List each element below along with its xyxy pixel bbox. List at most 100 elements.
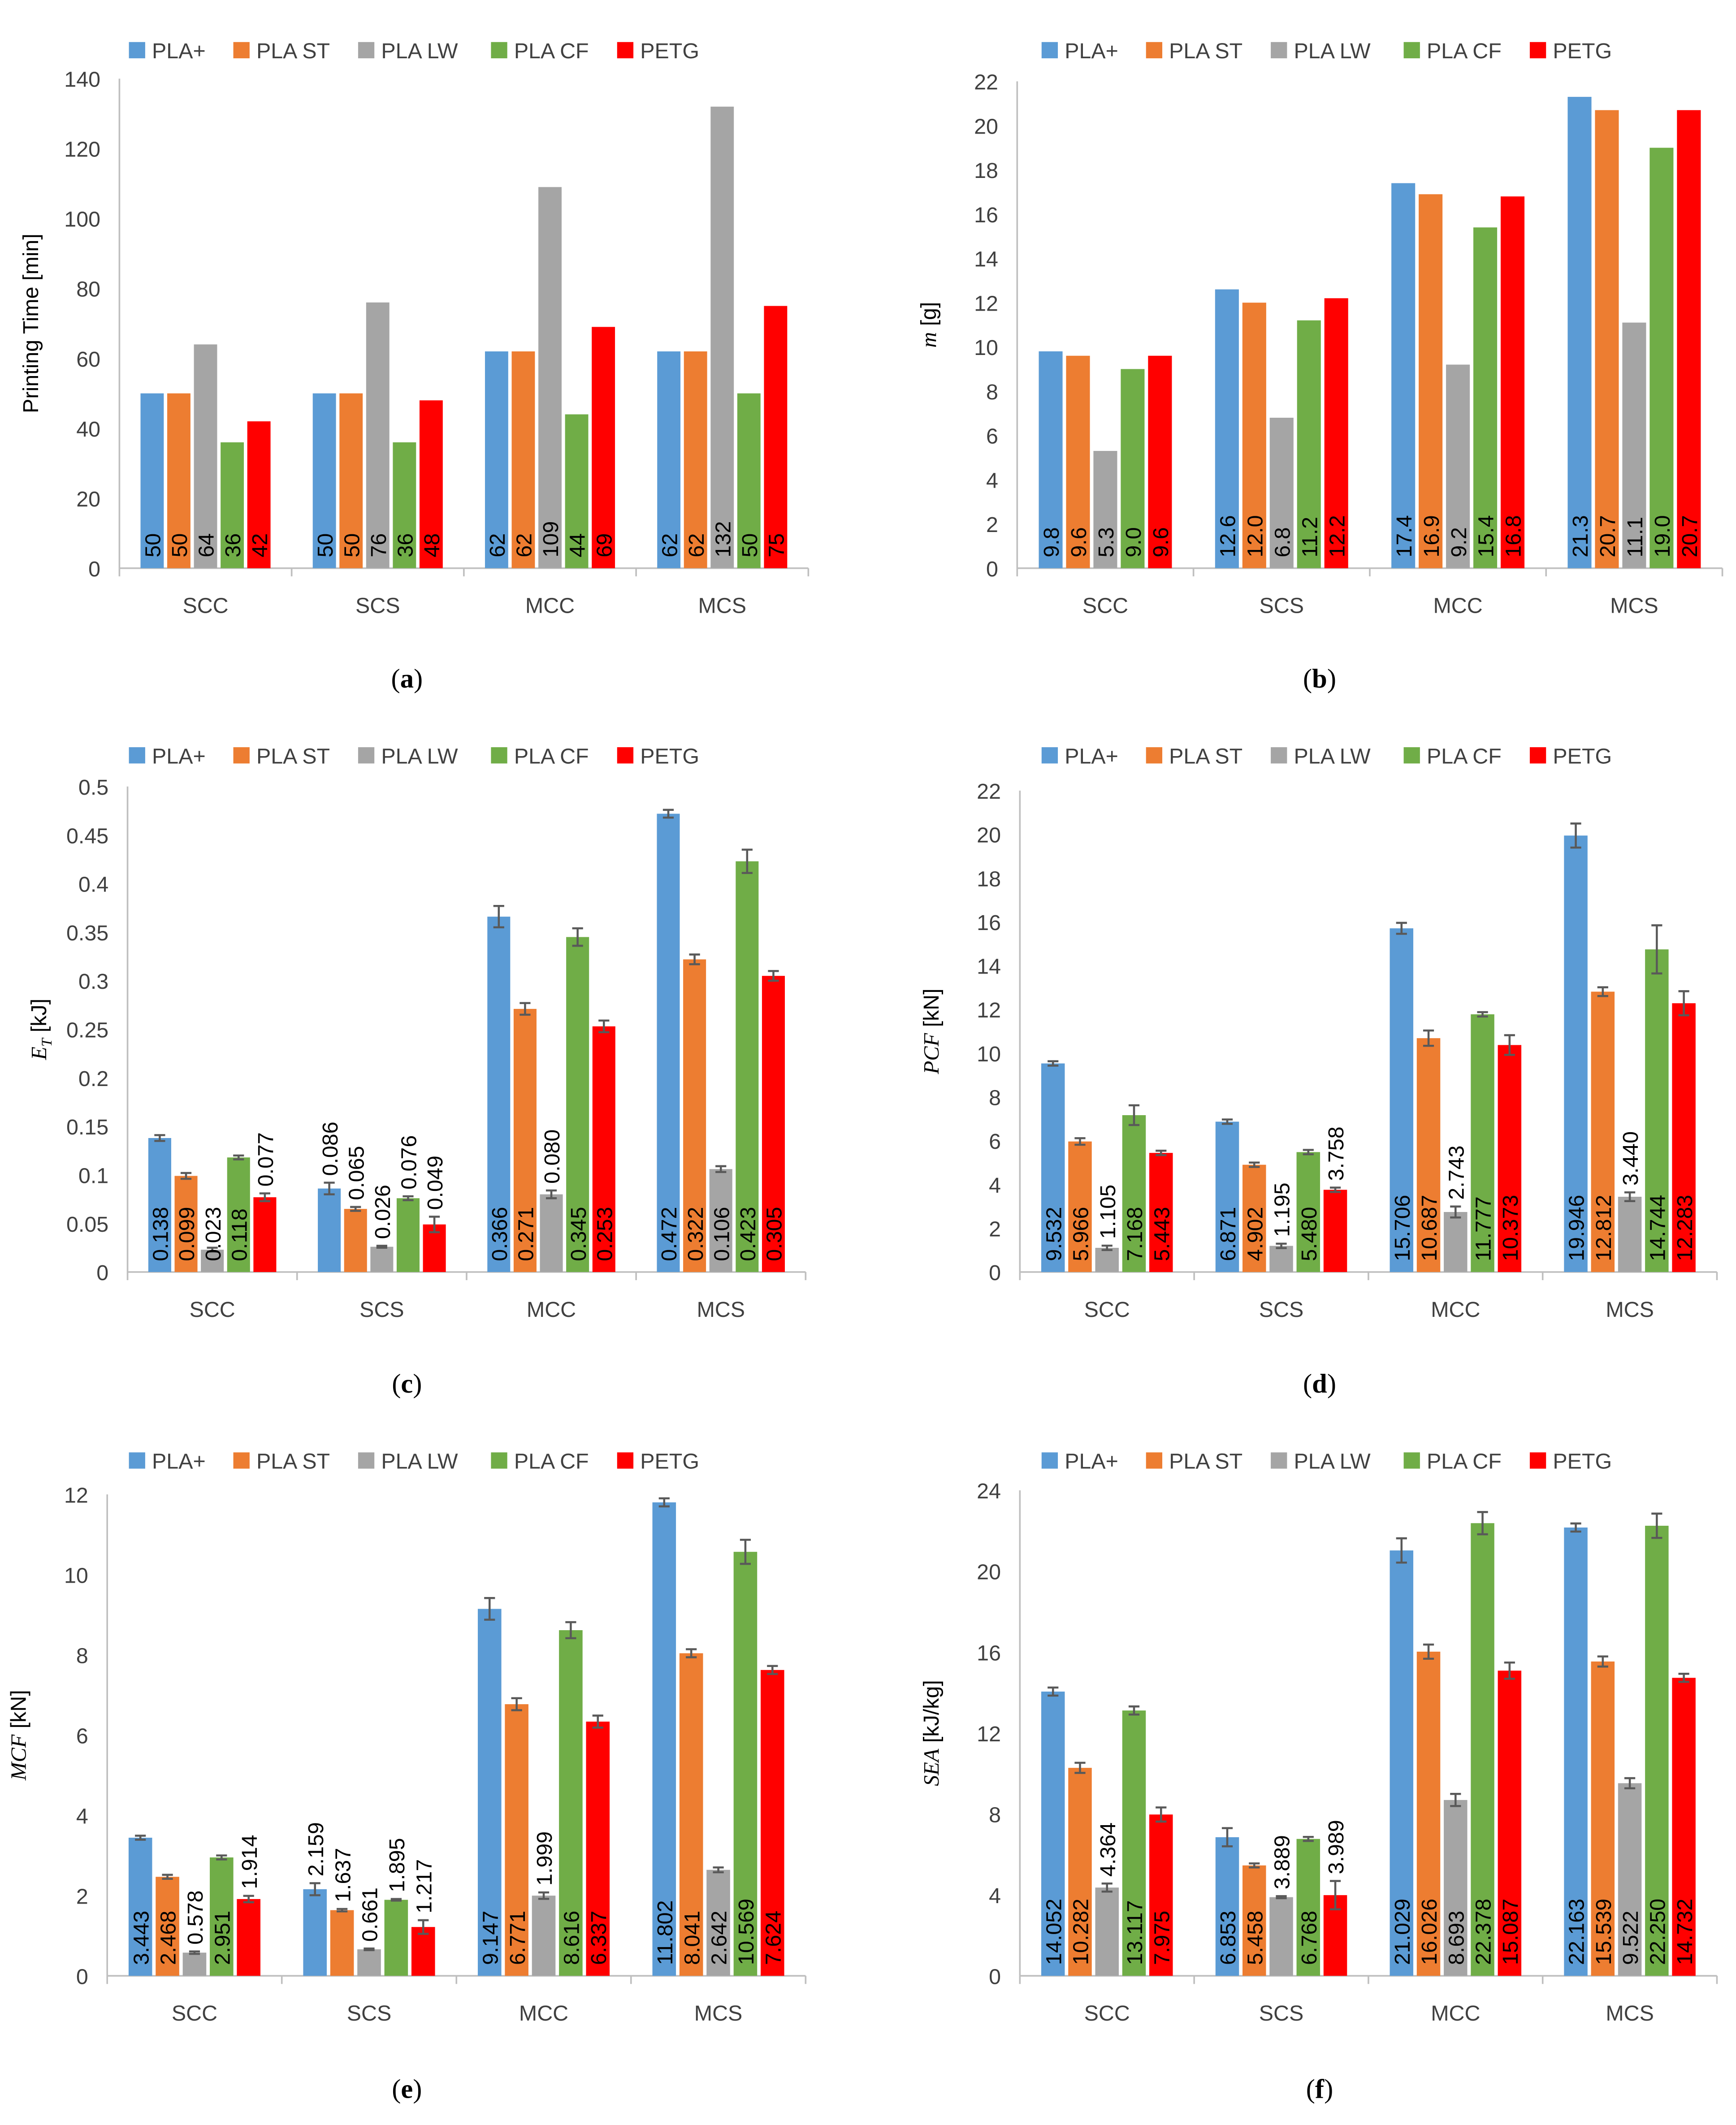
data-label: 9.6 bbox=[1149, 527, 1173, 557]
y-tick-label: 80 bbox=[76, 277, 100, 302]
data-label: 64 bbox=[195, 533, 219, 558]
bar-mcs-pla- bbox=[657, 814, 680, 1272]
y-axis-label-symbol: MCF bbox=[7, 1734, 31, 1781]
error-bar bbox=[768, 970, 779, 982]
panel-caption: (e) bbox=[392, 2074, 422, 2104]
bar-mcs-pla-cf bbox=[733, 1552, 758, 1976]
error-bar bbox=[592, 1714, 603, 1729]
caption-letter: e bbox=[401, 2074, 413, 2104]
legend-item-pla-cf: PLA CF bbox=[491, 1450, 589, 1474]
bar-scc-pla-st bbox=[1068, 1141, 1092, 1272]
caption-paren: ( bbox=[1306, 2074, 1315, 2104]
legend-label: PLA CF bbox=[514, 39, 589, 63]
data-label: 3.989 bbox=[1324, 1820, 1348, 1874]
legend-item-pla-cf: PLA CF bbox=[1403, 39, 1502, 63]
legend-swatch bbox=[1271, 42, 1287, 59]
error-bar bbox=[511, 1697, 522, 1711]
error-bar bbox=[154, 1134, 165, 1142]
data-label: 0.077 bbox=[254, 1132, 278, 1186]
legend-item-petg: PETG bbox=[617, 744, 699, 768]
legend-swatch bbox=[617, 1452, 634, 1469]
bar-scs-pla-st bbox=[1242, 1865, 1266, 1976]
x-tick-label: MCS bbox=[697, 1298, 745, 1322]
bar-scc-pla-lw bbox=[1095, 1247, 1119, 1272]
bar-scc-pla-cf bbox=[1121, 369, 1145, 568]
bar-mcs-pla- bbox=[1567, 97, 1592, 568]
caption-letter: a bbox=[400, 664, 414, 694]
y-tick-label: 8 bbox=[986, 380, 998, 404]
bar-scs-petg bbox=[1324, 298, 1348, 568]
bar-mcs-pla-cf bbox=[1649, 147, 1674, 568]
bar-mcc-pla- bbox=[1390, 1550, 1414, 1976]
x-tick-label: MCS bbox=[698, 594, 746, 618]
chart-panel-c: PLA+ PLA ST PLA LW PLA CF PETG 0 0.05 0.1 0.15 0.… bbox=[27, 744, 807, 1399]
legend-label: PLA ST bbox=[1169, 1450, 1242, 1474]
legend-item-pla-st: PLA ST bbox=[233, 1450, 330, 1474]
y-tick-label: 20 bbox=[76, 487, 100, 511]
bar-mcc-pla- bbox=[1391, 183, 1416, 568]
bar-mcc-pla-cf bbox=[566, 937, 589, 1272]
error-bar bbox=[1221, 1118, 1233, 1125]
data-label: 13.117 bbox=[1123, 1900, 1147, 1965]
y-tick-label: 0.2 bbox=[78, 1067, 108, 1091]
y-tick-label: 22 bbox=[977, 779, 1001, 804]
legend-swatch bbox=[233, 747, 250, 764]
bar-mcs-pla-st bbox=[683, 959, 706, 1272]
data-label: 12.812 bbox=[1592, 1195, 1616, 1261]
error-bar bbox=[1074, 1761, 1086, 1774]
data-label: 50 bbox=[313, 533, 338, 558]
bar-scc-pla-cf bbox=[221, 442, 244, 568]
legend-swatch bbox=[1271, 1452, 1287, 1469]
bar-scc-pla-lw bbox=[1093, 451, 1117, 568]
legend-swatch bbox=[1529, 42, 1546, 59]
data-label: 1.895 bbox=[385, 1838, 409, 1892]
x-tick-label: MCS bbox=[1606, 2001, 1654, 2025]
y-tick-label: 16 bbox=[974, 203, 998, 227]
error-bar bbox=[1329, 1186, 1341, 1193]
legend-label: PLA CF bbox=[1427, 39, 1502, 63]
data-label: 10.569 bbox=[734, 1899, 758, 1965]
bar-mcs-petg bbox=[764, 306, 788, 568]
y-axis-label-text: [kN] bbox=[919, 988, 944, 1033]
data-label: 8.616 bbox=[560, 1911, 584, 1965]
bar-mcs-pla-cf bbox=[1645, 949, 1669, 1272]
bar-mcs-pla-st bbox=[1591, 991, 1615, 1272]
bar-mcs-petg bbox=[1677, 110, 1701, 568]
legend-item-petg: PETG bbox=[1529, 744, 1612, 768]
bar-scc-pla-st bbox=[167, 393, 190, 568]
bar-scs-pla- bbox=[318, 1188, 341, 1272]
error-bar bbox=[1651, 1512, 1662, 1539]
data-label: 19.946 bbox=[1565, 1195, 1589, 1261]
y-tick-label: 20 bbox=[977, 823, 1001, 848]
error-bar bbox=[1101, 1882, 1113, 1893]
bar-scc-pla- bbox=[148, 1138, 171, 1272]
data-label: 0.253 bbox=[593, 1207, 617, 1261]
data-label: 12.2 bbox=[1325, 515, 1349, 557]
data-label: 14.732 bbox=[1673, 1899, 1697, 1965]
legend-label: PLA+ bbox=[1065, 1450, 1118, 1474]
data-label: 9.522 bbox=[1619, 1911, 1643, 1965]
error-bar bbox=[259, 1192, 270, 1203]
y-tick-label: 0 bbox=[986, 557, 998, 581]
error-bar bbox=[715, 1165, 727, 1173]
caption-letter: d bbox=[1312, 1369, 1327, 1399]
bar-mcc-pla-st bbox=[1416, 1038, 1441, 1272]
y-tick-label: 12 bbox=[64, 1483, 88, 1507]
legend-swatch bbox=[1041, 747, 1058, 764]
data-label: 0.023 bbox=[201, 1207, 225, 1261]
legend-swatch bbox=[1146, 1452, 1163, 1469]
legend-item-petg: PETG bbox=[1529, 39, 1612, 63]
data-label: 9.6 bbox=[1067, 527, 1091, 557]
bar-mcc-petg bbox=[1498, 1045, 1522, 1272]
legend-swatch bbox=[129, 747, 145, 764]
data-label: 12.0 bbox=[1243, 515, 1267, 557]
y-tick-label: 120 bbox=[64, 138, 100, 162]
error-bar bbox=[1504, 1661, 1515, 1680]
x-tick-label: SCS bbox=[355, 594, 400, 618]
legend-label: PETG bbox=[1553, 744, 1612, 768]
y-axis-label-symbol: SEA bbox=[920, 1748, 944, 1786]
error-bar bbox=[1329, 1880, 1341, 1911]
legend-swatch bbox=[1146, 42, 1163, 59]
y-tick-label: 14 bbox=[977, 955, 1001, 979]
legend-label: PLA+ bbox=[1065, 744, 1118, 768]
